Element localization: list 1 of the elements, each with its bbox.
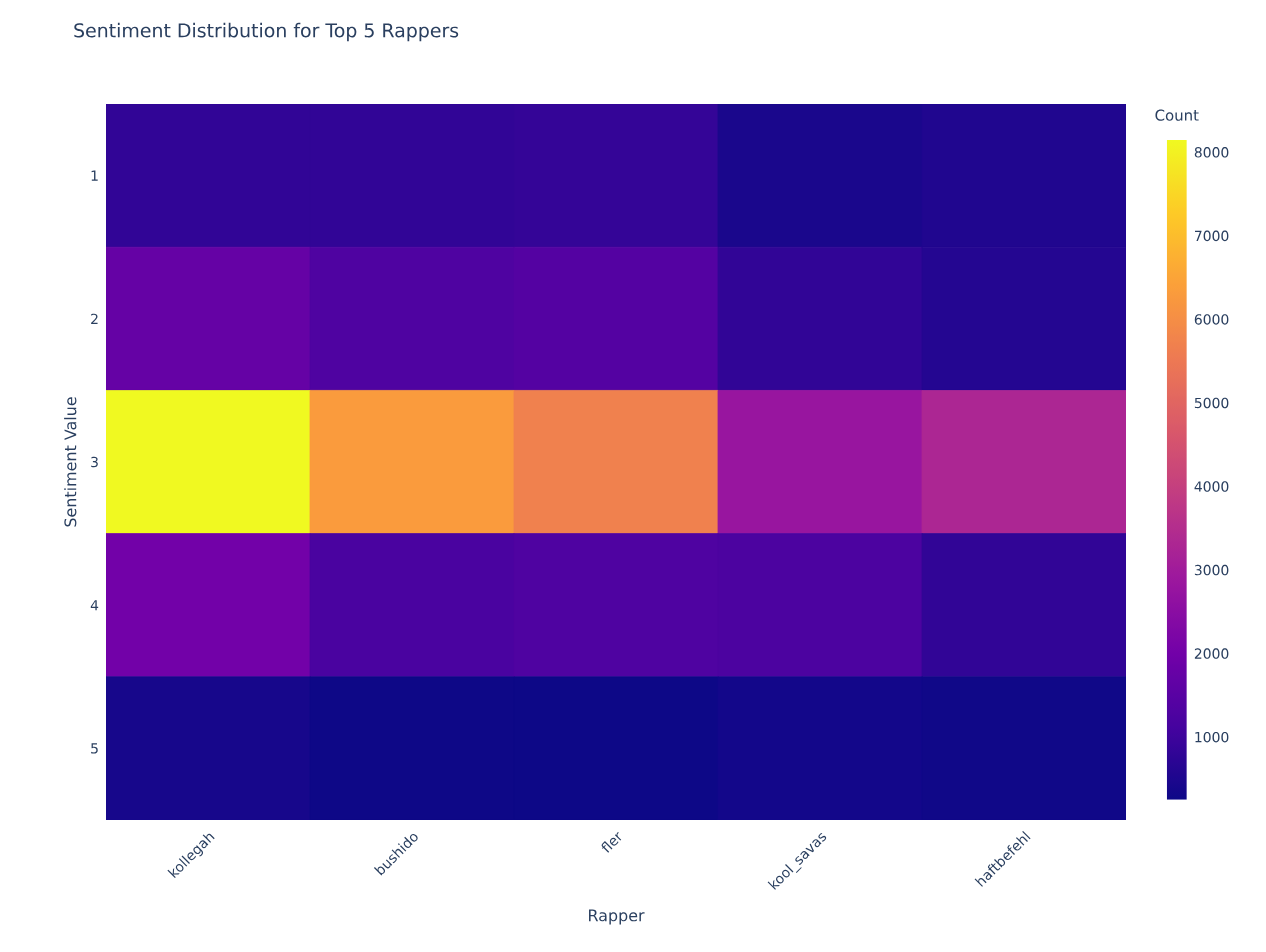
- chart-title: Sentiment Distribution for Top 5 Rappers: [74, 22, 459, 42]
